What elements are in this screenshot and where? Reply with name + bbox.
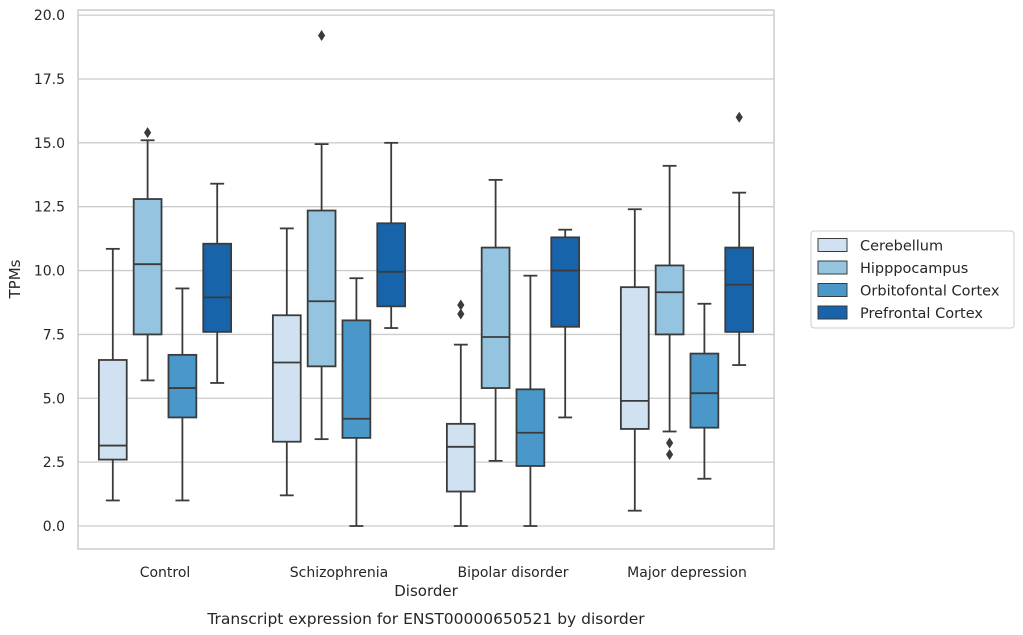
x-axis-label: Disorder	[394, 582, 458, 600]
y-tick-label: 15.0	[34, 136, 65, 152]
legend-label: Orbitofontal Cortex	[860, 284, 1000, 300]
outlier-point	[144, 127, 152, 139]
box-prefrontal-cortex	[724, 111, 755, 366]
box-iqr	[376, 222, 407, 308]
legend-swatch	[817, 238, 848, 252]
y-tick-label: 20.0	[34, 8, 65, 24]
box-orbitofontal-cortex	[341, 277, 372, 527]
box-iqr	[550, 236, 581, 328]
box-orbitofontal-cortex	[515, 274, 546, 527]
y-axis-label: TPMs	[6, 259, 24, 299]
x-tick-label: Control	[140, 565, 191, 581]
box-cerebellum	[271, 227, 302, 497]
box-iqr	[689, 352, 720, 429]
box-orbitofontal-cortex	[689, 302, 720, 480]
outlier-point	[457, 299, 465, 311]
legend-label: Hipppocampus	[860, 261, 968, 277]
legend-swatch	[817, 283, 848, 297]
box-prefrontal-cortex	[550, 228, 581, 419]
box-hipppocampus	[306, 30, 337, 441]
legend-swatch	[817, 260, 848, 275]
x-tick-labels: Control Schizophrenia Bipolar disorder Majo…	[140, 565, 747, 581]
box-iqr	[167, 353, 198, 419]
y-tick-label: 7.5	[43, 327, 65, 343]
y-tick-label: 0.0	[43, 519, 65, 535]
box-iqr	[132, 198, 163, 336]
outlier-point	[457, 308, 465, 320]
y-tick-label: 5.0	[43, 391, 65, 407]
y-tick-label: 10.0	[34, 264, 65, 280]
box-cerebellum	[445, 299, 476, 527]
chart-caption: Transcript expression for ENST0000065052…	[206, 610, 645, 628]
box-iqr	[619, 286, 650, 430]
outlier-point	[666, 437, 674, 449]
legend-frame	[810, 230, 1015, 329]
y-tick-label: 17.5	[34, 72, 65, 88]
x-tick-label: Bipolar disorder	[457, 565, 568, 581]
box-iqr	[654, 264, 685, 336]
box-iqr	[97, 359, 128, 461]
box-iqr	[341, 319, 372, 439]
box-iqr	[306, 209, 337, 368]
box-iqr	[271, 314, 302, 443]
y-tick-labels: 0.0 2.5 5.0 7.5 10.0 12.5 15.0 17.5 20.0	[34, 8, 65, 535]
x-tick-label: Major depression	[627, 565, 747, 581]
boxes	[97, 30, 755, 527]
legend-label: Cerebellum	[860, 239, 943, 255]
box-iqr	[480, 246, 511, 389]
box-prefrontal-cortex	[376, 141, 407, 329]
box-hipppocampus	[480, 178, 511, 462]
outlier-point	[735, 111, 743, 123]
box-iqr	[445, 422, 476, 493]
outlier-point	[666, 448, 674, 460]
legend-swatch	[817, 305, 848, 320]
box-iqr	[724, 246, 755, 333]
box-orbitofontal-cortex	[167, 287, 198, 502]
y-tick-label: 2.5	[43, 455, 65, 471]
box-iqr	[202, 242, 233, 333]
box-prefrontal-cortex	[202, 182, 233, 384]
box-hipppocampus	[132, 127, 163, 382]
legend: Cerebellum Hipppocampus Orbitofontal Corte…	[810, 230, 1015, 329]
x-tick-label: Schizophrenia	[290, 565, 388, 581]
plot-frame	[77, 9, 775, 550]
outlier-point	[318, 30, 326, 42]
legend-label: Prefrontal Cortex	[860, 306, 983, 322]
y-tick-label: 12.5	[34, 200, 65, 216]
box-cerebellum	[97, 247, 128, 502]
box-cerebellum	[619, 208, 650, 512]
box-iqr	[515, 388, 546, 467]
box-hipppocampus	[654, 164, 685, 460]
